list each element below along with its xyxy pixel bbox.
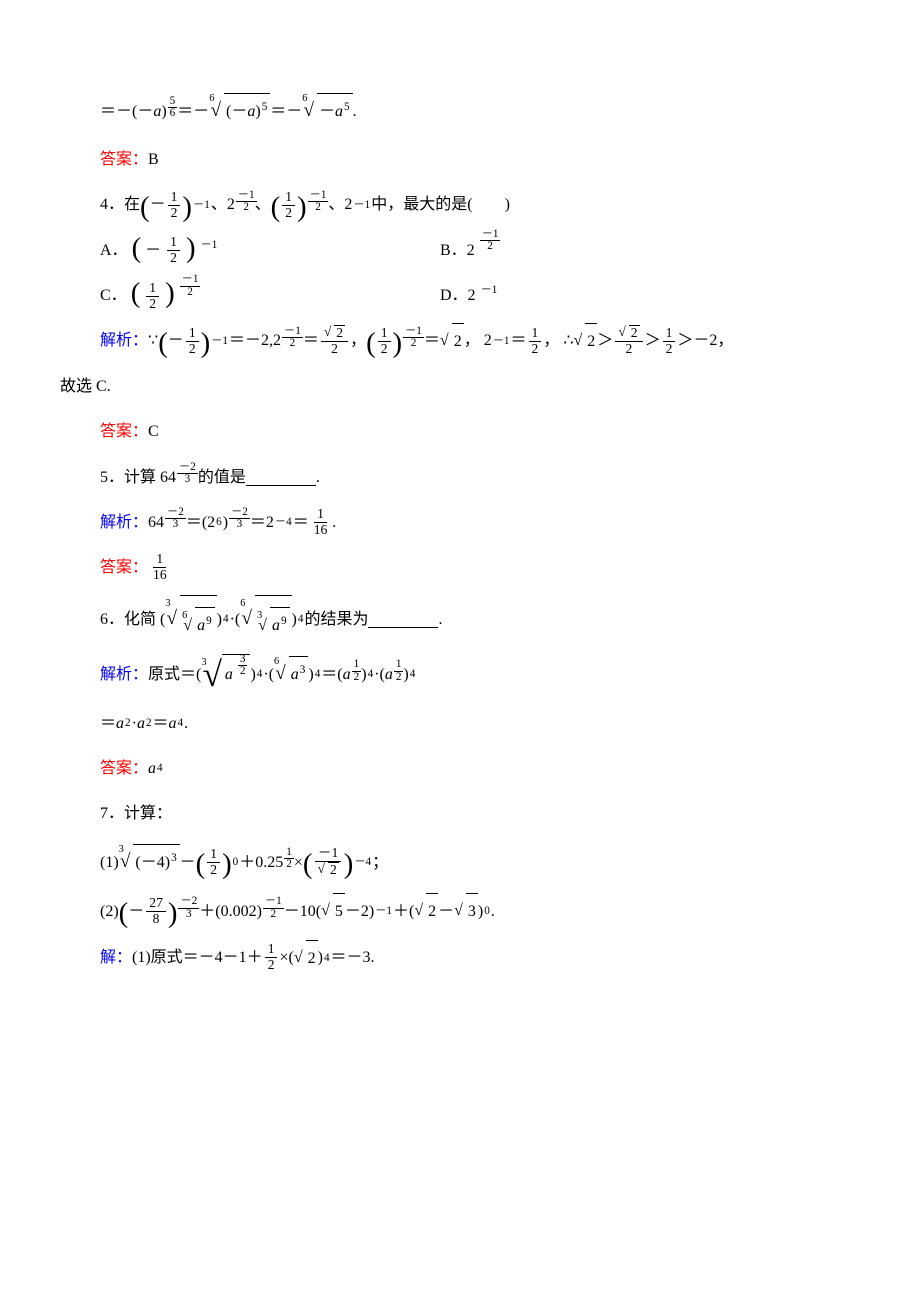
solution-label: 解：: [100, 940, 132, 975]
exp-frac: 5 6: [168, 96, 178, 119]
text: ＝－: [177, 94, 209, 129]
q4-tail: 故选 C.: [60, 369, 860, 404]
answer-value: B: [148, 142, 159, 177]
text: ): [161, 94, 166, 129]
answer-a4: 答案： a4: [100, 751, 860, 786]
q5-solution: 解析： 64 －23 ＝(26) －23 ＝2－4 ＝ 116 .: [100, 505, 860, 540]
root-2: 6 √ －a5: [302, 90, 352, 132]
eq-line-1: ＝－(－ a ) 5 6 ＝－ 6 √ (－a)5 ＝－ 6 √ －a5 .: [100, 90, 860, 132]
blank-fill: [246, 469, 316, 486]
q5-stem: 5．计算 64 －23 的值是 .: [100, 460, 860, 495]
q4-option-d: D．2 －1: [440, 278, 498, 313]
root-1: 6 √ (－a)5: [209, 90, 270, 132]
answer-value: C: [148, 414, 159, 449]
solution-label: 解析：: [100, 505, 148, 540]
text: ＝－: [270, 94, 302, 129]
q7-stem: 7．计算：: [100, 796, 860, 831]
answer-c: 答案： C: [100, 414, 860, 449]
q4-option-b: B．2 －12: [440, 233, 500, 268]
q7-part2: (2) ( － 278 ) －23 ＋(0.002) －12 －10( √5 －…: [100, 893, 860, 929]
blank-fill: [368, 611, 438, 628]
q4-stem: 4．在 ( － 12 ) －1 、2 －12 、 ( 12 ) －12 、2 －…: [100, 187, 860, 222]
answer-b: 答案： B: [100, 142, 860, 177]
q4-option-a: A． ( － 12 ) －1: [100, 233, 440, 268]
answer-label: 答案：: [100, 751, 148, 786]
q4-options-row1: A． ( － 12 ) －1 B．2 －12: [100, 233, 860, 268]
text: .: [353, 94, 357, 129]
q6-solution: 解析： 原式＝( 3 √ a 32 )4 ·( 6√ a3 )4 ＝( a 12…: [100, 653, 860, 695]
answer-1-16: 答案： 116: [100, 550, 860, 585]
q7-part1: (1) 3√ (－4)3 － ( 12 ) 0 ＋0.25 12 × ( －1 …: [100, 841, 860, 883]
solution-label: 解析：: [100, 657, 148, 692]
q6-stem: 6．化简 ( 3√ 6√a9 )4 ·( 6√ 3√a9 )4 的结果为 .: [100, 595, 860, 643]
answer-label: 答案：: [100, 414, 148, 449]
q6-solution-2: ＝ a2 · a2 ＝ a4 .: [100, 706, 860, 741]
solution-label: 解析：: [100, 323, 148, 358]
q4-option-c: C． ( 12 ) －12: [100, 278, 440, 313]
var-a: a: [153, 94, 161, 129]
answer-label: 答案：: [100, 550, 148, 585]
q4-options-row2: C． ( 12 ) －12 D．2 －1: [100, 278, 860, 313]
text: ＝－(－: [100, 94, 153, 129]
q4-solution: 解析： ∵ ( － 12 ) －1 ＝－2, 2 －12 ＝ √22 ， ( 1…: [100, 323, 860, 359]
q7-solution-1: 解： (1)原式＝－4－1＋ 12 ×( √2 )4 ＝－3.: [100, 940, 860, 976]
answer-label: 答案：: [100, 142, 148, 177]
text: 4．在: [100, 187, 140, 222]
